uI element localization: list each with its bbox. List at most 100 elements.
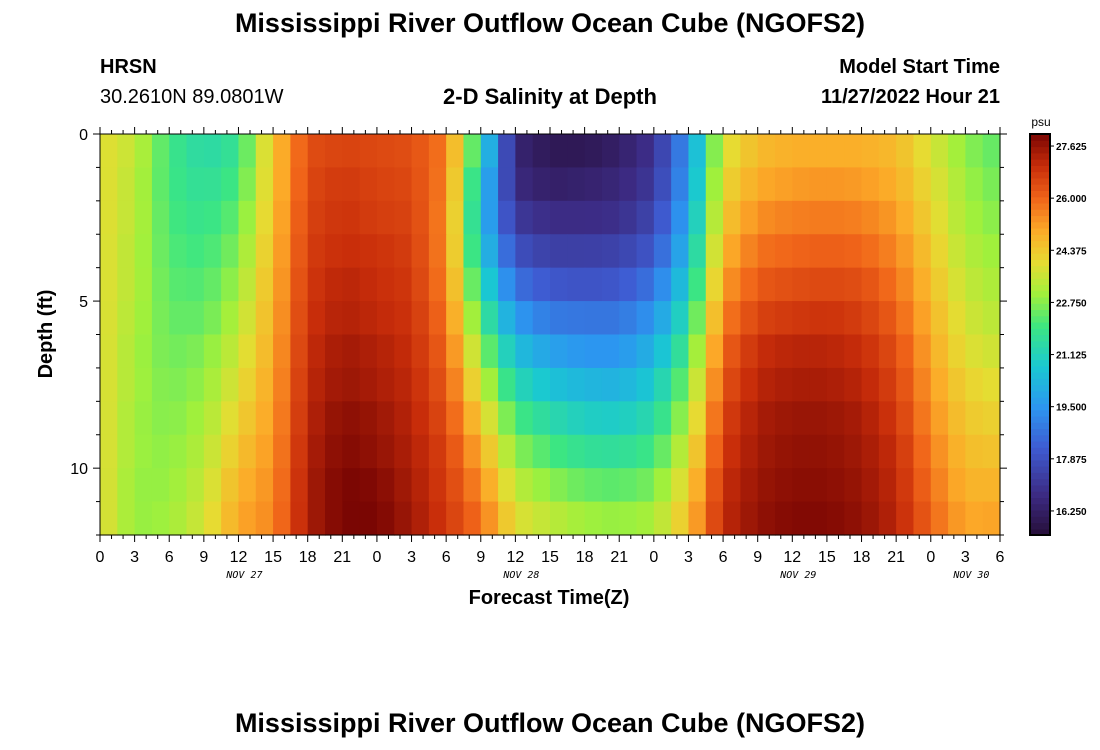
heatmap-cell bbox=[255, 401, 274, 436]
heatmap-cell bbox=[550, 167, 568, 202]
heatmap-cell bbox=[878, 134, 897, 169]
colorbar-segment bbox=[1030, 397, 1050, 405]
heatmap-cell bbox=[913, 434, 932, 469]
colorbar-segment bbox=[1030, 234, 1050, 242]
heatmap-cell bbox=[169, 134, 188, 169]
heatmap-cell bbox=[463, 401, 482, 436]
x-tick-label: 15 bbox=[541, 549, 559, 566]
station-name: HRSN bbox=[100, 56, 157, 78]
heatmap-cell bbox=[463, 468, 482, 503]
heatmap-cell bbox=[376, 334, 395, 369]
colorbar-segment bbox=[1030, 309, 1050, 317]
heatmap-cell bbox=[550, 134, 568, 169]
heatmap-cell bbox=[342, 301, 361, 336]
heatmap-cell bbox=[186, 501, 205, 536]
station-coords: 30.2610N 89.0801W bbox=[100, 86, 284, 108]
colorbar-label: 22.750 bbox=[1056, 298, 1087, 309]
heatmap-cell bbox=[826, 167, 845, 202]
date-label: NOV 30 bbox=[952, 570, 989, 581]
heatmap-cell bbox=[601, 401, 620, 436]
heatmap-cell bbox=[203, 334, 222, 369]
heatmap-cell bbox=[221, 501, 240, 536]
colorbar-segment bbox=[1030, 196, 1050, 204]
heatmap-cell bbox=[290, 301, 309, 336]
heatmap-cell bbox=[463, 134, 482, 169]
heatmap-cell bbox=[498, 401, 516, 436]
heatmap-cell bbox=[913, 234, 932, 269]
heatmap-cell bbox=[688, 301, 707, 336]
heatmap-cell bbox=[775, 200, 793, 235]
heatmap-cell bbox=[186, 301, 205, 336]
colorbar-segment bbox=[1030, 372, 1050, 379]
heatmap-cell bbox=[359, 167, 378, 202]
heatmap-cell bbox=[532, 200, 551, 235]
heatmap-cell bbox=[965, 401, 984, 436]
heatmap-cell bbox=[671, 234, 690, 269]
heatmap-cell bbox=[117, 468, 136, 503]
heatmap-cell bbox=[411, 401, 430, 436]
heatmap-cell bbox=[411, 434, 430, 469]
heatmap-cell bbox=[636, 401, 655, 436]
heatmap-cell bbox=[342, 367, 361, 402]
heatmap-cell bbox=[151, 301, 170, 336]
heatmap-cell bbox=[359, 234, 378, 269]
heatmap-cell bbox=[117, 334, 136, 369]
colorbar-segment bbox=[1030, 159, 1050, 166]
heatmap-cell bbox=[861, 434, 880, 469]
colorbar-segment bbox=[1030, 472, 1050, 480]
heatmap-cell bbox=[255, 301, 274, 336]
heatmap-cell bbox=[878, 167, 897, 202]
heatmap-cell bbox=[723, 367, 741, 402]
colorbar-segment bbox=[1030, 177, 1050, 185]
heatmap-cell bbox=[203, 301, 222, 336]
heatmap-cell bbox=[221, 134, 240, 169]
heatmap-cell bbox=[273, 301, 291, 336]
heatmap-cell bbox=[273, 401, 291, 436]
heatmap-cell bbox=[671, 367, 690, 402]
heatmap-cell bbox=[273, 134, 291, 169]
heatmap-cell bbox=[411, 334, 430, 369]
heatmap-cell bbox=[861, 468, 880, 503]
heatmap-cell bbox=[532, 468, 551, 503]
heatmap-cell bbox=[273, 167, 291, 202]
heatmap-cell bbox=[775, 267, 793, 302]
heatmap-cell bbox=[515, 134, 534, 169]
heatmap-cell bbox=[965, 468, 984, 503]
colorbar-segment bbox=[1030, 415, 1050, 423]
heatmap-cell bbox=[809, 501, 828, 536]
colorbar-label: 26.000 bbox=[1056, 194, 1087, 205]
x-tick-label: 12 bbox=[783, 549, 801, 566]
heatmap-cell bbox=[723, 200, 741, 235]
heatmap-cell bbox=[584, 200, 603, 235]
heatmap-cell bbox=[601, 434, 620, 469]
heatmap-cell bbox=[826, 334, 845, 369]
heatmap-cell bbox=[359, 134, 378, 169]
heatmap-cell bbox=[498, 434, 516, 469]
heatmap-cell bbox=[446, 501, 465, 536]
heatmap-cell bbox=[705, 134, 724, 169]
heatmap-cell bbox=[290, 200, 309, 235]
heatmap-cell bbox=[688, 334, 707, 369]
heatmap-cell bbox=[740, 501, 759, 536]
heatmap-cell bbox=[376, 134, 395, 169]
heatmap-cell bbox=[480, 334, 499, 369]
heatmap-cell bbox=[705, 301, 724, 336]
heatmap-cell bbox=[653, 301, 672, 336]
heatmap-cell bbox=[480, 468, 499, 503]
heatmap-cell bbox=[653, 367, 672, 402]
heatmap-cell bbox=[480, 167, 499, 202]
heatmap-cell bbox=[221, 234, 240, 269]
colorbar-segment bbox=[1030, 447, 1050, 455]
heatmap-cell bbox=[550, 401, 568, 436]
heatmap-cell bbox=[290, 501, 309, 536]
colorbar-segment bbox=[1030, 466, 1050, 473]
heatmap-cell bbox=[896, 334, 915, 369]
heatmap-cell bbox=[619, 234, 638, 269]
heatmap-cell bbox=[740, 334, 759, 369]
heatmap-cell bbox=[342, 468, 361, 503]
heatmap-cell bbox=[100, 200, 118, 235]
heatmap-cell bbox=[532, 401, 551, 436]
heatmap-cell bbox=[913, 401, 932, 436]
heatmap-cell bbox=[359, 267, 378, 302]
heatmap-cell bbox=[273, 434, 291, 469]
